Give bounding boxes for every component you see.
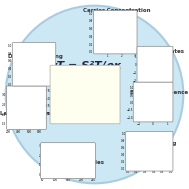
Point [82,83,85,86]
Point [80,90,83,93]
Point [64,94,67,98]
Point [106,80,109,83]
Polygon shape [32,42,40,54]
Polygon shape [32,71,43,80]
Point [116,80,119,83]
Point [105,82,108,85]
Point [97,85,100,88]
Point [99,86,102,89]
Point [83,88,86,91]
Point [57,97,60,100]
Point [92,83,95,86]
Polygon shape [25,44,35,52]
Point [95,83,98,86]
Point [85,88,88,91]
Point [76,93,79,96]
Text: Resonant States: Resonant States [133,49,184,53]
Point [87,92,90,95]
Text: Lattice Softening: Lattice Softening [0,111,53,116]
Polygon shape [52,58,62,62]
Point [84,91,87,94]
Polygon shape [25,68,32,73]
Point [53,98,56,101]
Text: zT = S²T/ρκ: zT = S²T/ρκ [50,61,122,71]
Polygon shape [41,56,47,67]
Point [70,92,73,95]
Point [62,91,65,94]
Circle shape [6,6,183,183]
Bar [142,133,156,168]
Point [51,93,54,96]
Point [113,74,116,77]
Point [89,87,92,90]
Point [88,84,91,87]
Text: Band Convergence: Band Convergence [130,90,188,95]
Point [104,80,107,83]
Text: Carrier Concentration
Optimization: Carrier Concentration Optimization [83,8,151,19]
Point [109,85,112,88]
Point [68,93,71,96]
Polygon shape [15,39,32,46]
Point [54,96,57,99]
Text: Energy Filtering: Energy Filtering [126,141,176,146]
Polygon shape [22,62,34,72]
Point [74,90,77,93]
Point [66,93,69,96]
Point [103,83,106,86]
Point [110,84,113,88]
Point [112,79,115,82]
Point [91,88,94,91]
Point [79,89,82,92]
Point [114,78,117,81]
Polygon shape [35,44,42,63]
Text: Defect Scattering: Defect Scattering [9,54,63,59]
Point [75,89,78,92]
Point [58,95,61,98]
Polygon shape [21,53,28,69]
Point [59,94,62,98]
Bar [156,133,171,168]
Point [63,92,66,95]
Text: Soft Phonon Modes: Soft Phonon Modes [44,160,104,165]
Polygon shape [32,54,51,69]
Point [55,95,58,98]
Point [78,85,81,88]
Polygon shape [16,56,23,60]
Point [61,98,64,101]
Point [71,95,74,98]
Polygon shape [18,68,22,77]
Point [96,89,99,92]
Polygon shape [29,34,45,47]
Polygon shape [35,50,40,69]
Point [101,78,104,81]
Point [67,91,70,94]
Point [72,90,75,93]
Bar [128,133,142,168]
Point [108,83,111,86]
Point [100,80,103,83]
Point [93,89,96,92]
